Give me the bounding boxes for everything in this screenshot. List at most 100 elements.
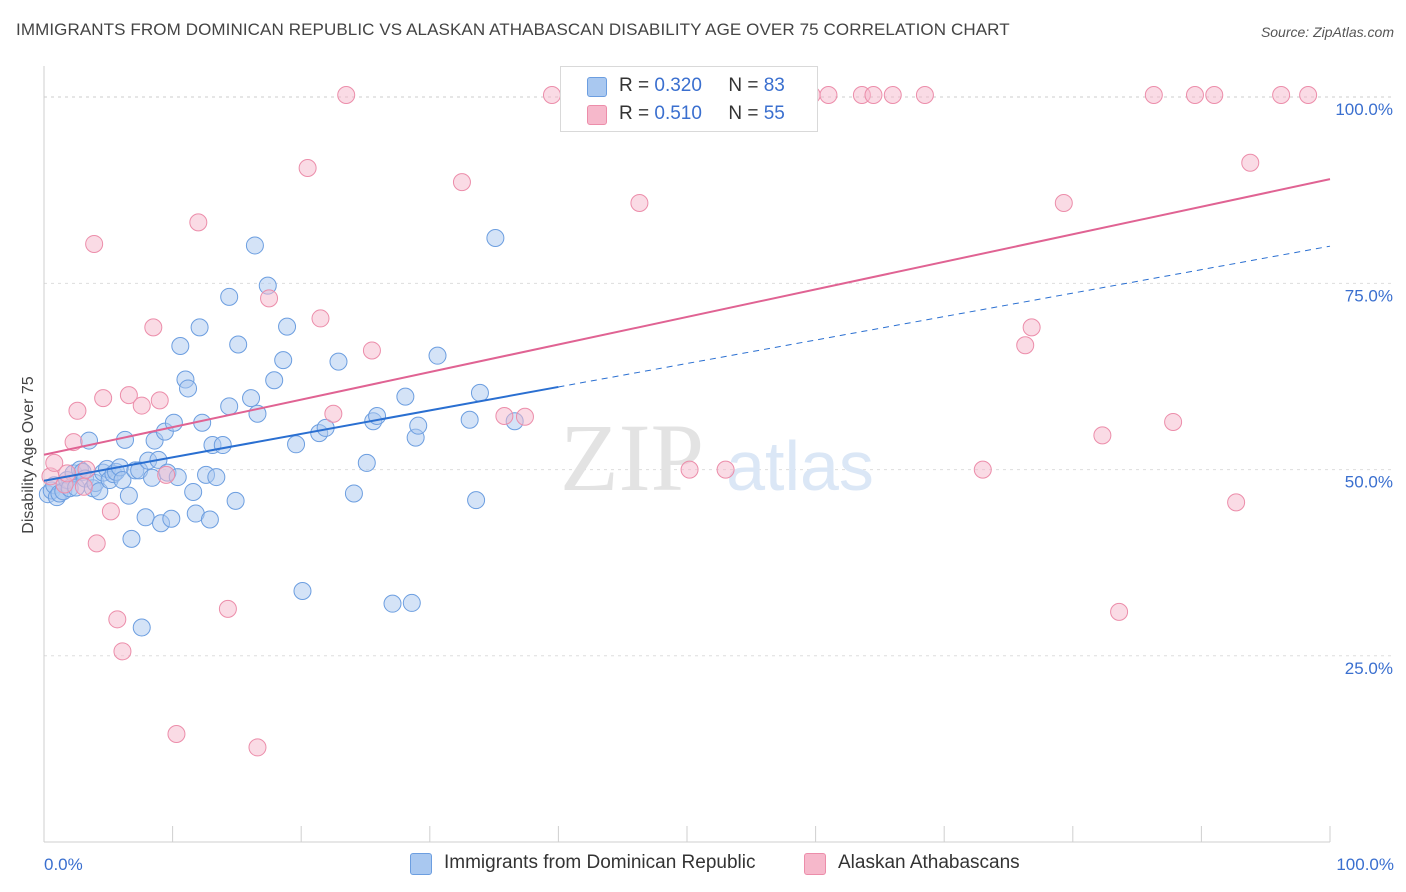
blue-point xyxy=(428,346,447,365)
pink-point xyxy=(362,341,381,360)
legend-swatch-blue xyxy=(587,77,607,97)
pink-point xyxy=(94,389,113,408)
blue-point xyxy=(293,582,312,601)
blue-point xyxy=(119,486,138,505)
series-pink-points xyxy=(41,86,1318,757)
series-name-pink: Alaskan Athabascans xyxy=(838,852,1020,873)
legend-r-value-blue: 0.320 xyxy=(654,75,702,96)
blue-point xyxy=(402,593,421,612)
pink-point xyxy=(87,534,106,553)
x-tick-label: 100.0% xyxy=(1336,855,1394,874)
pink-point xyxy=(630,193,649,212)
pink-point xyxy=(311,309,330,328)
pink-point xyxy=(157,465,176,484)
pink-point xyxy=(680,460,699,479)
pink-point xyxy=(68,401,87,420)
y-axis-label: Disability Age Over 75 xyxy=(20,376,37,534)
blue-point xyxy=(162,509,181,528)
pink-point xyxy=(248,738,267,757)
blue-point xyxy=(245,236,264,255)
pink-point xyxy=(298,158,317,177)
y-tick-label: 75.0% xyxy=(1345,286,1393,305)
watermark-zip: ZIP xyxy=(560,404,704,511)
series-swatch-pink xyxy=(804,853,826,875)
pink-point xyxy=(864,86,883,105)
blue-point xyxy=(220,397,239,416)
pink-point xyxy=(337,86,356,105)
pink-point xyxy=(1227,493,1246,512)
y-tick-label: 100.0% xyxy=(1335,100,1393,119)
correlation-legend: R = 0.320 N = 83 R = 0.510 N = 55 xyxy=(560,66,818,132)
blue-point xyxy=(357,453,376,472)
pink-point xyxy=(716,460,735,479)
blue-point xyxy=(136,508,155,527)
legend-swatch-pink xyxy=(587,105,607,125)
blue-point xyxy=(329,352,348,371)
pink-point xyxy=(542,86,561,105)
pink-point xyxy=(452,173,471,192)
x-tick-label: 0.0% xyxy=(44,855,83,874)
pink-point xyxy=(1110,602,1129,621)
blue-trend-line xyxy=(43,385,559,482)
pink-point xyxy=(218,599,237,618)
source-text: Source: ZipAtlas.com xyxy=(1260,24,1394,40)
blue-point xyxy=(116,430,135,449)
pink-point xyxy=(1241,153,1260,172)
pink-point xyxy=(85,234,104,253)
blue-point xyxy=(344,484,363,503)
legend-r-label: R = xyxy=(619,103,650,124)
pink-point xyxy=(1016,336,1035,355)
blue-point xyxy=(184,482,203,501)
pink-point xyxy=(1164,412,1183,431)
legend-r-label: R = xyxy=(619,75,650,96)
blue-point xyxy=(242,389,261,408)
legend-n-value-blue: 83 xyxy=(763,75,785,96)
pink-point xyxy=(1144,86,1163,105)
blue-point xyxy=(220,287,239,306)
pink-point xyxy=(915,86,934,105)
grid-lines xyxy=(44,96,1394,657)
blue-point xyxy=(274,351,293,370)
tick-labels: 25.0% 50.0% 75.0% 100.0% 0.0% 100.0% xyxy=(44,100,1394,874)
blue-point xyxy=(200,510,219,529)
pink-point xyxy=(1185,86,1204,105)
pink-point xyxy=(45,453,64,472)
blue-point xyxy=(226,491,245,510)
pink-point xyxy=(1054,193,1073,212)
series-blue-points xyxy=(38,228,524,637)
blue-point xyxy=(179,379,198,398)
pink-point xyxy=(74,477,93,496)
blue-point xyxy=(409,416,428,435)
trend-lines xyxy=(43,178,1331,482)
pink-point xyxy=(260,289,279,308)
pink-point xyxy=(150,391,169,410)
pink-point xyxy=(101,502,120,521)
pink-point xyxy=(167,725,186,744)
blue-point xyxy=(207,468,226,487)
pink-point xyxy=(144,318,163,337)
y-tick-label: 50.0% xyxy=(1345,473,1393,492)
pink-point xyxy=(189,213,208,232)
legend-n-label: N = xyxy=(728,103,759,124)
pink-point xyxy=(58,464,77,483)
pink-point xyxy=(108,610,127,629)
watermark-atlas: atlas xyxy=(726,427,874,505)
pink-point xyxy=(819,86,838,105)
y-tick-label: 25.0% xyxy=(1345,659,1393,678)
pink-point xyxy=(132,396,151,415)
pink-point xyxy=(495,406,514,425)
blue-point xyxy=(229,335,248,354)
pink-point xyxy=(1093,426,1112,445)
legend-n-value-pink: 55 xyxy=(763,103,785,124)
pink-point xyxy=(77,460,96,479)
pink-point xyxy=(1272,86,1291,105)
legend-r-value-pink: 0.510 xyxy=(654,103,702,124)
pink-point xyxy=(1205,86,1224,105)
blue-point xyxy=(383,594,402,613)
pink-point xyxy=(1299,86,1318,105)
blue-point xyxy=(122,529,141,548)
blue-point xyxy=(467,491,486,510)
pink-trend-line xyxy=(43,178,1331,456)
pink-point xyxy=(883,86,902,105)
